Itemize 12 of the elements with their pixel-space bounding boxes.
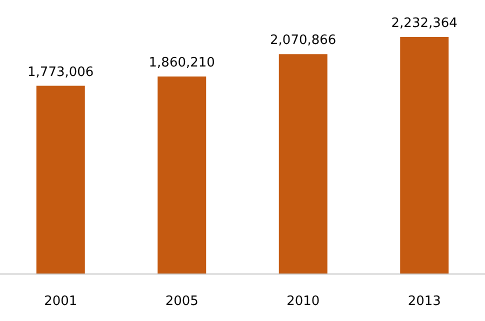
- x-tick-label: 2013: [408, 294, 441, 309]
- x-tick-label: 2005: [165, 294, 198, 309]
- bar: [36, 86, 85, 274]
- data-label: 2,070,866: [270, 33, 336, 48]
- bar: [158, 76, 206, 274]
- bar: [400, 37, 449, 274]
- data-label: 2,232,364: [391, 16, 458, 31]
- x-tick-label: 2010: [286, 294, 320, 309]
- bar: [278, 54, 328, 274]
- data-label: 1,773,006: [28, 64, 94, 80]
- x-tick-label: 2001: [44, 294, 78, 309]
- data-label: 1,860,210: [148, 56, 215, 71]
